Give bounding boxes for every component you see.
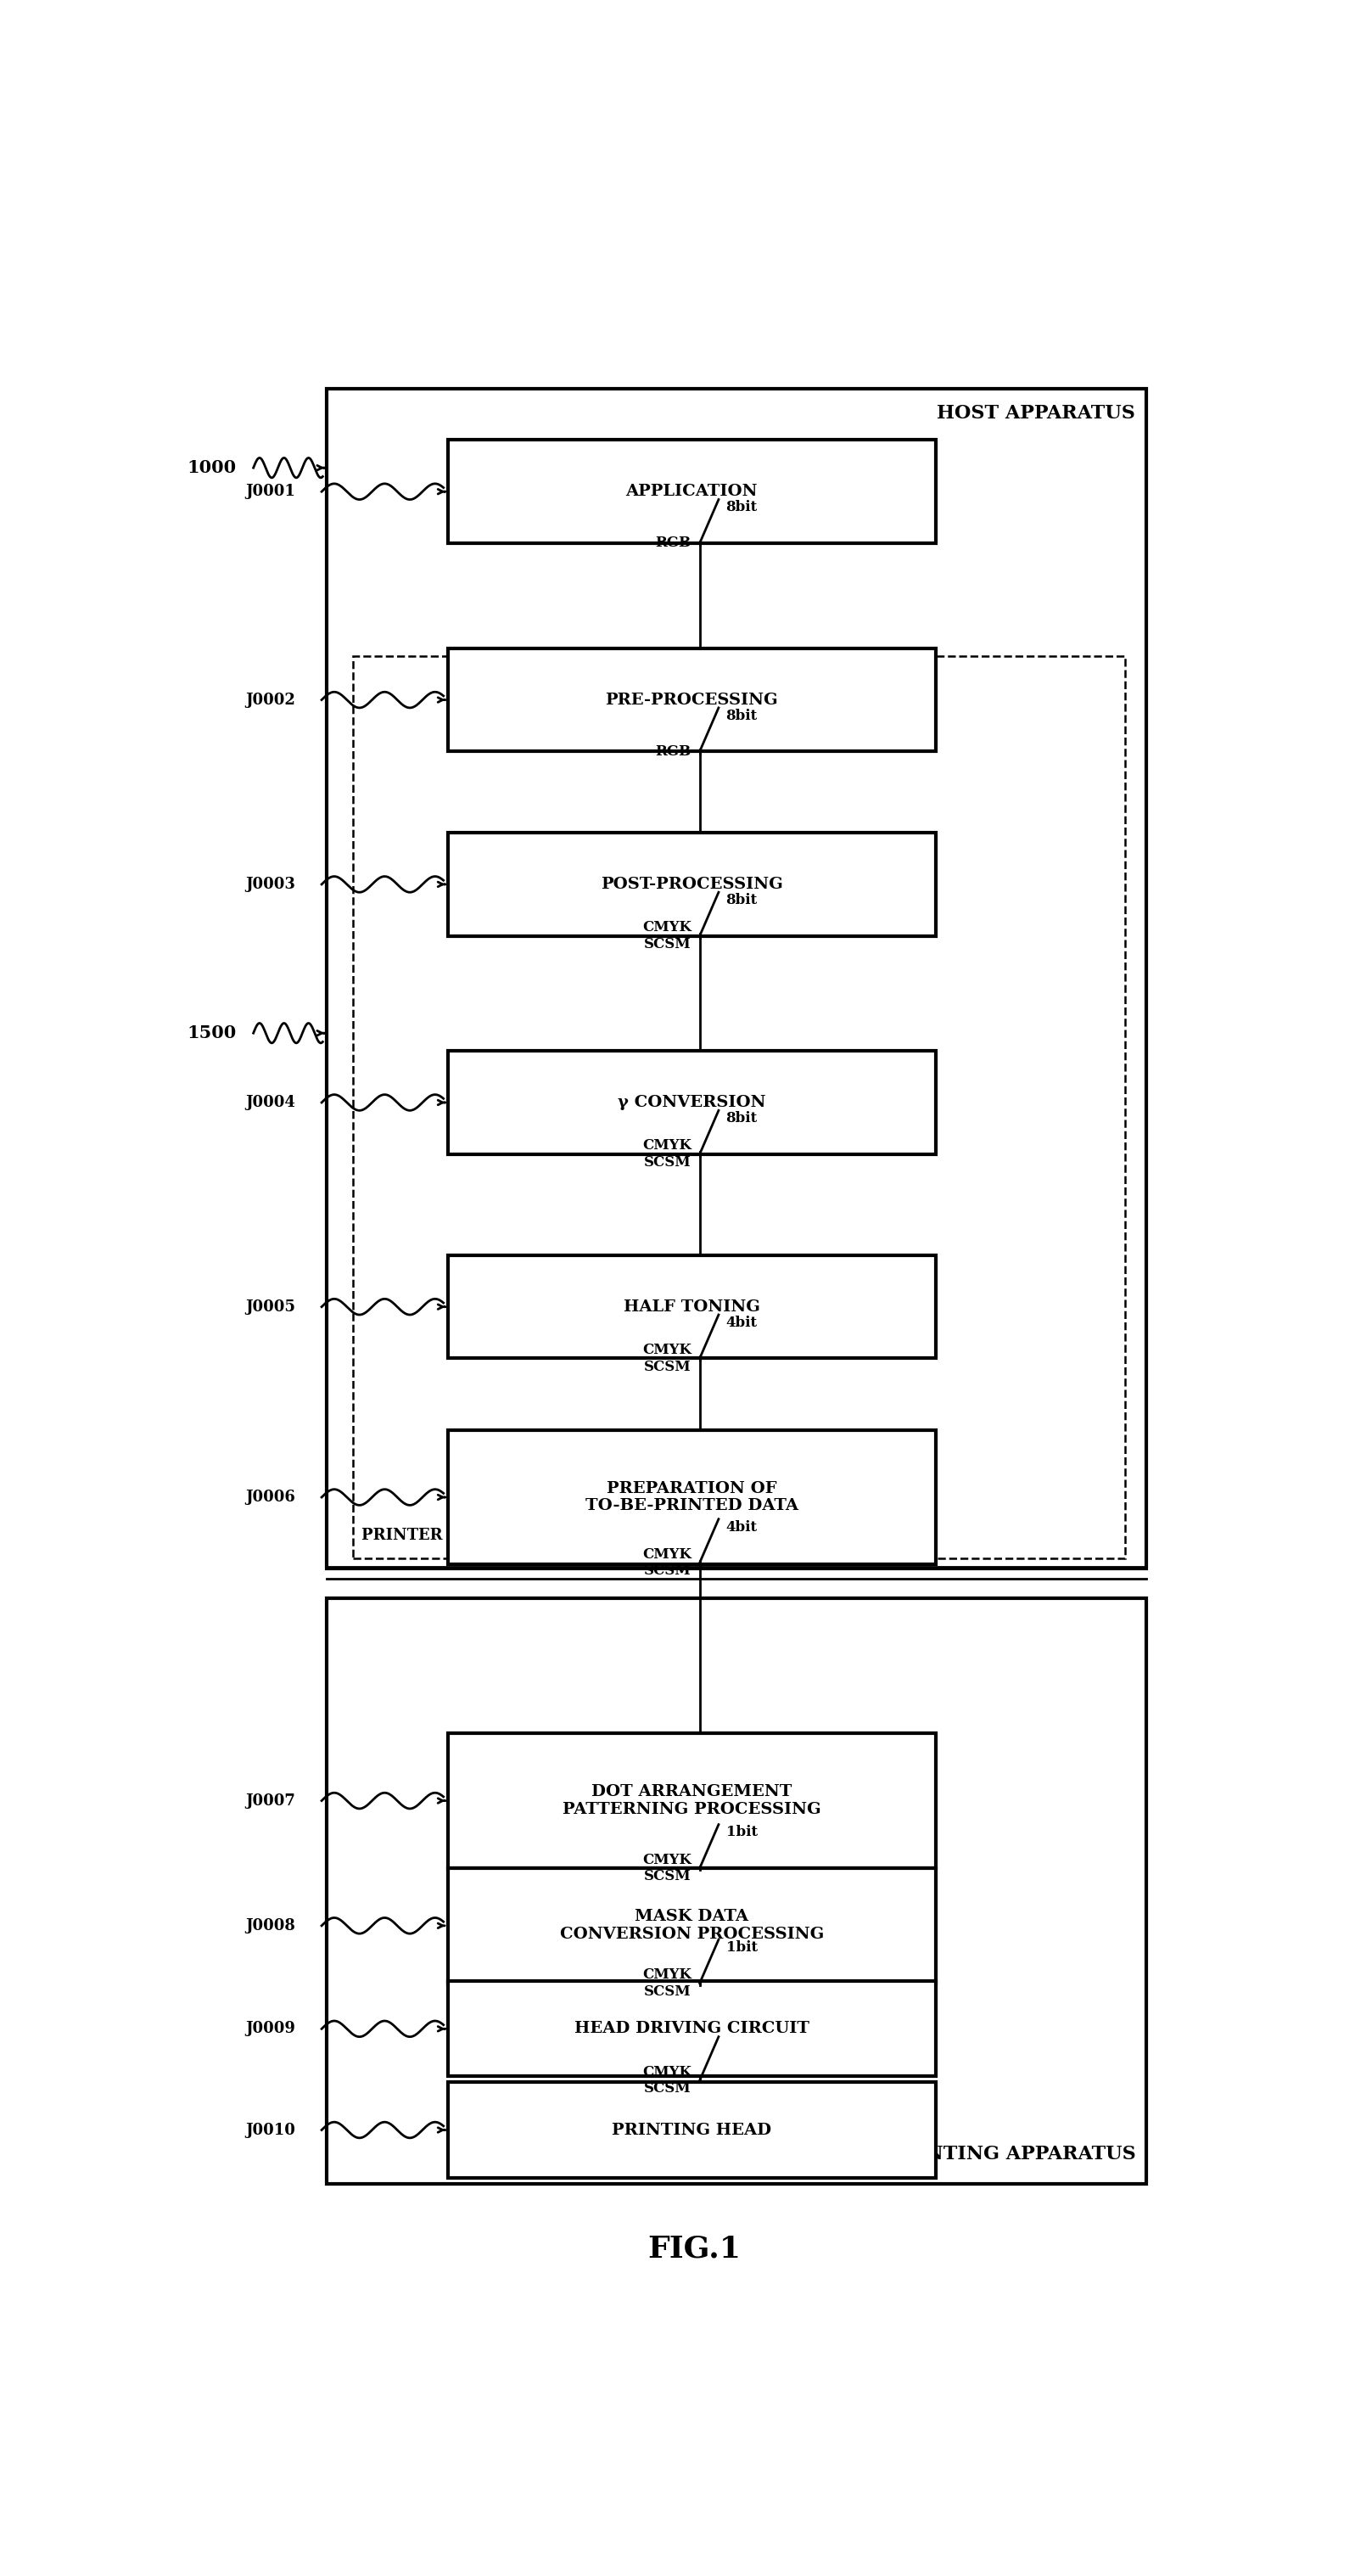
Text: PRINTING HEAD: PRINTING HEAD	[612, 2123, 771, 2138]
Text: 4bit: 4bit	[726, 1520, 757, 1535]
Text: 8bit: 8bit	[726, 500, 757, 515]
Text: CMYK
SCSM: CMYK SCSM	[642, 920, 691, 951]
Bar	[447, 649, 936, 752]
Text: CMYK
SCSM: CMYK SCSM	[642, 2066, 691, 2097]
Bar	[447, 1981, 936, 2076]
Text: CMYK
SCSM: CMYK SCSM	[642, 1548, 691, 1579]
Bar	[447, 1255, 936, 1358]
Bar	[354, 657, 1125, 1558]
Text: MASK DATA
CONVERSION PROCESSING: MASK DATA CONVERSION PROCESSING	[560, 1909, 824, 1942]
Bar	[447, 440, 936, 544]
Text: PRINTER DRIVER: PRINTER DRIVER	[362, 1528, 518, 1543]
Text: PREPARATION OF
TO-BE-PRINTED DATA: PREPARATION OF TO-BE-PRINTED DATA	[585, 1481, 798, 1515]
Bar	[447, 832, 936, 935]
Text: 1bit: 1bit	[726, 1826, 757, 1839]
Text: HOST APPARATUS: HOST APPARATUS	[938, 404, 1135, 422]
Text: CMYK
SCSM: CMYK SCSM	[642, 1342, 691, 1373]
Text: 8bit: 8bit	[726, 1110, 757, 1126]
Text: CMYK
SCSM: CMYK SCSM	[642, 1852, 691, 1883]
Text: J0007: J0007	[245, 1793, 295, 1808]
Text: J0003: J0003	[245, 876, 295, 891]
Text: 1500: 1500	[187, 1025, 236, 1041]
Text: POST-PROCESSING: POST-PROCESSING	[600, 876, 783, 891]
Text: APPLICATION: APPLICATION	[626, 484, 757, 500]
Text: 4bit: 4bit	[726, 1316, 757, 1329]
Text: CMYK
SCSM: CMYK SCSM	[642, 1139, 691, 1170]
Bar	[327, 1597, 1146, 2184]
Text: FIG.1: FIG.1	[648, 2233, 741, 2264]
Text: 8bit: 8bit	[726, 708, 757, 724]
Text: DOT ARRANGEMENT
PATTERNING PROCESSING: DOT ARRANGEMENT PATTERNING PROCESSING	[562, 1785, 821, 1816]
Text: 8bit: 8bit	[726, 894, 757, 907]
Bar	[447, 1868, 936, 1984]
Text: J0002: J0002	[245, 693, 295, 708]
Text: RGB: RGB	[656, 744, 691, 760]
Text: J0001: J0001	[245, 484, 295, 500]
Text: J0009: J0009	[245, 2022, 295, 2038]
Bar	[447, 1734, 936, 1868]
Text: HALF TONING: HALF TONING	[623, 1298, 760, 1314]
Text: HEAD DRIVING CIRCUIT: HEAD DRIVING CIRCUIT	[575, 2022, 809, 2038]
Text: J0006: J0006	[245, 1489, 295, 1504]
Text: PRINTING APPARATUS: PRINTING APPARATUS	[888, 2146, 1135, 2164]
Text: J0004: J0004	[245, 1095, 295, 1110]
Text: 1bit: 1bit	[726, 1940, 757, 1955]
Text: γ CONVERSION: γ CONVERSION	[618, 1095, 766, 1110]
Text: PRE-PROCESSING: PRE-PROCESSING	[606, 693, 778, 708]
Text: 1000: 1000	[187, 459, 236, 477]
Text: J0005: J0005	[245, 1298, 295, 1314]
Text: J0010: J0010	[245, 2123, 295, 2138]
Text: J0008: J0008	[245, 1919, 295, 1935]
Text: RGB: RGB	[656, 536, 691, 551]
Bar	[447, 2081, 936, 2177]
Text: CMYK
SCSM: CMYK SCSM	[642, 1968, 691, 1999]
Bar	[447, 1430, 936, 1564]
Bar	[447, 1051, 936, 1154]
Bar	[327, 389, 1146, 1569]
